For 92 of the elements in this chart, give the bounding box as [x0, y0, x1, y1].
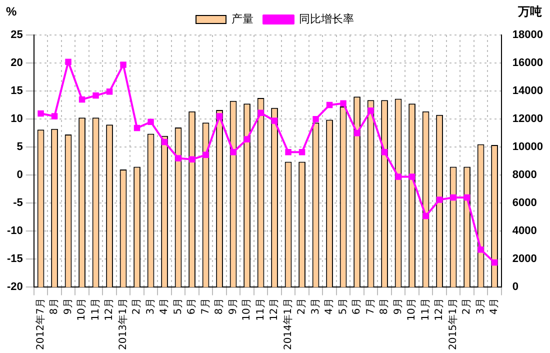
point: [422, 212, 429, 220]
point: [285, 149, 292, 156]
x-tick-label: 7月: [200, 298, 212, 315]
y-tick-label: 25: [10, 29, 23, 42]
point: [450, 194, 456, 201]
point: [216, 113, 223, 120]
point: [312, 116, 319, 122]
x-tick-label: 5月: [172, 298, 184, 315]
x-tick-label: 3月: [475, 298, 486, 315]
x-tick-label: 2月: [132, 298, 143, 315]
x-tick-label: 2012年7月: [34, 298, 46, 350]
x-tick-label: 10月: [76, 298, 88, 321]
y2-tick-label: 12000: [512, 113, 544, 126]
x-tick-label: 2015年1月: [446, 298, 459, 350]
x-tick-label: 11月: [420, 298, 432, 321]
point: [51, 113, 58, 120]
point: [161, 138, 168, 146]
x-tick-label: 8月: [214, 298, 226, 315]
y2-tick-label: 4000: [512, 225, 537, 238]
point: [92, 92, 99, 99]
y2-tick-label: 8000: [512, 169, 537, 182]
x-tick-label: 2014年1月: [282, 298, 294, 350]
x-tick-label: 12月: [434, 298, 446, 321]
point: [326, 102, 333, 108]
x-tick-label: 12月: [269, 298, 280, 321]
x-tick-label: 9月: [392, 298, 404, 315]
y2-tick-label: 10000: [512, 141, 544, 154]
point: [478, 246, 484, 253]
point: [340, 100, 346, 106]
legend-label: 同比增长率: [299, 12, 354, 26]
point: [244, 136, 250, 142]
point: [258, 110, 264, 116]
point: [188, 156, 196, 163]
y2-tick-label: 14000: [512, 85, 544, 98]
point: [395, 174, 402, 180]
point: [120, 62, 126, 68]
y2-axis-title: 万吨: [517, 4, 542, 18]
x-tick-label: 3月: [310, 298, 322, 315]
y2-tick-label: 18000: [512, 29, 544, 42]
x-tick-label: 4月: [159, 298, 170, 315]
x-tick-label: 3月: [145, 298, 156, 315]
point: [354, 130, 360, 136]
x-tick-label: 4月: [489, 298, 500, 315]
point: [271, 118, 278, 124]
x-tick-label: 5月: [338, 298, 349, 315]
y-tick-label: -15: [6, 253, 23, 266]
x-tick-label: 7月: [365, 298, 376, 315]
x-tick-label: 2月: [462, 298, 473, 315]
legend-label: 产量: [232, 12, 254, 26]
point: [78, 96, 86, 103]
y-tick-label: -5: [13, 197, 23, 210]
x-tick-label: 12月: [104, 298, 116, 321]
y-tick-label: 5: [16, 141, 23, 154]
point: [202, 152, 209, 158]
y-tick-label: -20: [6, 281, 23, 294]
point: [381, 149, 388, 156]
point: [230, 149, 236, 156]
y-tick-label: -10: [6, 225, 23, 238]
x-tick-label: 8月: [379, 298, 390, 315]
point: [175, 155, 182, 162]
point: [491, 259, 498, 266]
point: [38, 110, 44, 117]
x-tick-label: 2月: [296, 298, 308, 315]
y-tick-label: 10: [10, 113, 23, 126]
x-tick-label: 2013年1月: [116, 298, 129, 350]
point: [408, 174, 416, 180]
y-tick-label: 20: [10, 57, 23, 70]
x-tick-label: 10月: [242, 298, 253, 321]
x-tick-label: 6月: [352, 298, 363, 315]
point: [298, 149, 306, 156]
point: [368, 108, 374, 114]
y-axis-title: %: [6, 4, 17, 18]
point: [464, 194, 470, 201]
x-tick-label: 11月: [90, 298, 102, 321]
y2-tick-label: 16000: [512, 57, 544, 70]
point: [106, 88, 113, 95]
x-tick-label: 4月: [324, 298, 336, 315]
x-tick-label: 9月: [62, 298, 74, 315]
x-tick-label: 10月: [406, 298, 418, 321]
y2-tick-label: 0: [512, 281, 519, 294]
y-tick-label: 0: [16, 169, 23, 182]
x-tick-label: 8月: [49, 298, 60, 315]
x-tick-label: 11月: [255, 298, 266, 321]
y2-tick-label: 6000: [512, 197, 537, 210]
point: [134, 124, 140, 132]
point: [65, 58, 72, 66]
point: [148, 118, 154, 125]
x-tick-label: 6月: [186, 298, 198, 315]
y2-tick-label: 2000: [512, 253, 537, 266]
x-tick-label: 9月: [228, 298, 239, 315]
point: [436, 196, 443, 203]
y-tick-label: 15: [10, 85, 23, 98]
